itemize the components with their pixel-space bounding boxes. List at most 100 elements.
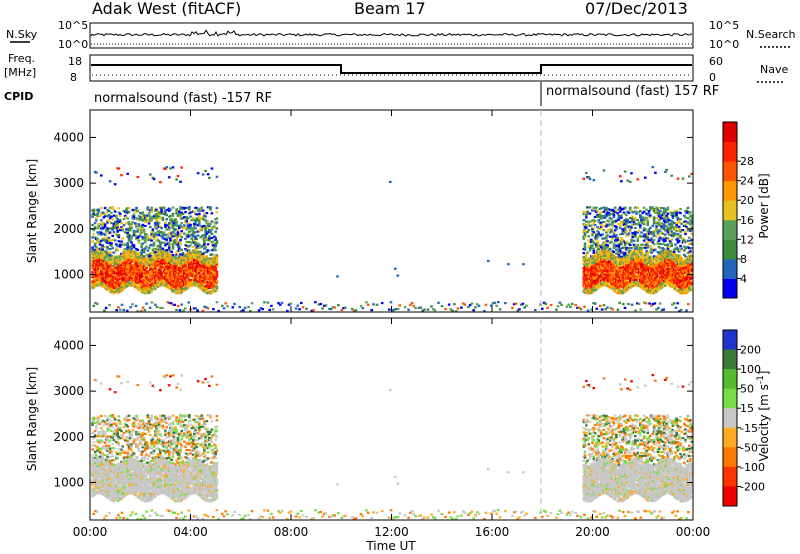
echo-cell xyxy=(671,284,675,287)
echo-cell xyxy=(215,261,219,264)
echo-cell xyxy=(617,247,621,250)
echo-cell xyxy=(196,230,200,233)
echo-cell xyxy=(180,230,183,233)
echo-cell xyxy=(149,215,152,218)
echo-cell xyxy=(92,229,96,232)
echo-cell xyxy=(497,301,500,304)
echo-cell xyxy=(167,246,171,249)
echo-cell xyxy=(205,284,209,287)
echo-cell xyxy=(125,209,128,213)
echo-cell xyxy=(666,275,670,278)
echo-cell xyxy=(116,244,119,248)
echo-cell xyxy=(588,220,592,223)
echo-cell xyxy=(203,243,206,246)
echo-cell xyxy=(671,253,675,256)
echo-cell xyxy=(625,263,628,267)
echo-cell xyxy=(171,243,175,246)
echo-cell xyxy=(131,253,135,256)
echo-cell xyxy=(676,177,680,180)
echo-cell xyxy=(676,247,680,250)
echo-cell xyxy=(661,232,665,235)
echo-cell xyxy=(198,214,201,217)
echo-cell xyxy=(155,279,158,282)
echo-cell xyxy=(410,302,414,305)
echo-cell xyxy=(620,241,623,244)
echo-cell xyxy=(107,209,111,213)
echo-cell xyxy=(160,212,163,215)
echo-cell xyxy=(615,244,618,247)
echo-cell xyxy=(618,272,622,275)
echo-cell xyxy=(631,234,634,237)
echo-cell xyxy=(100,219,103,222)
echo-cell xyxy=(662,225,666,228)
echo-cell xyxy=(612,287,616,290)
echo-cell xyxy=(666,258,670,261)
echo-cell xyxy=(240,310,243,313)
echo-cell xyxy=(112,214,116,217)
echo-cell xyxy=(132,215,136,218)
echo-cell xyxy=(587,229,591,232)
echo-cell xyxy=(662,207,666,210)
echo-cell xyxy=(628,229,632,232)
echo-cell xyxy=(602,169,606,172)
echo-cell xyxy=(586,231,589,234)
echo-cell xyxy=(630,258,633,261)
echo-cell xyxy=(112,231,116,234)
echo-cell xyxy=(194,231,197,234)
echo-cell xyxy=(147,212,151,215)
echo-cell xyxy=(634,265,637,269)
nsky-label: N.Sky xyxy=(6,28,38,41)
echo-cell xyxy=(93,283,97,286)
echo-cell xyxy=(583,248,587,251)
echo-cell xyxy=(610,228,613,231)
echo-cell xyxy=(93,244,97,247)
echo-cell xyxy=(103,206,107,210)
echo-cell xyxy=(684,264,687,267)
echo-cell xyxy=(666,260,670,263)
echo-cell xyxy=(103,213,107,216)
echo-cell xyxy=(690,222,694,225)
echo-cell xyxy=(646,278,650,281)
echo-cell xyxy=(521,302,525,305)
echo-cell xyxy=(670,242,673,245)
echo-cell xyxy=(620,208,623,211)
echo-cell xyxy=(154,226,157,229)
echo-cell xyxy=(113,227,117,230)
echo-cell xyxy=(686,259,690,262)
echo-cell xyxy=(116,260,119,263)
echo-cell xyxy=(210,220,214,223)
echo-cell xyxy=(611,223,614,226)
echo-cell xyxy=(690,282,694,285)
echo-cell xyxy=(618,239,622,242)
echo-cell xyxy=(136,310,140,313)
echo-cell xyxy=(205,306,208,309)
echo-cell xyxy=(676,241,680,244)
echo-cell xyxy=(644,228,647,231)
echo-cell xyxy=(647,230,651,233)
echo-cell xyxy=(155,227,158,230)
echo-cell xyxy=(146,206,150,209)
echo-cell xyxy=(359,305,363,308)
echo-cell xyxy=(171,245,175,248)
echo-cell xyxy=(183,216,186,219)
echo-cell xyxy=(93,222,97,225)
echo-cell xyxy=(112,279,116,282)
echo-cell xyxy=(176,231,180,234)
echo-cell xyxy=(215,239,219,243)
echo-cell xyxy=(617,214,621,217)
echo-cell xyxy=(213,235,216,238)
echo-cell xyxy=(639,226,642,229)
echo-cell xyxy=(204,236,207,239)
echo-cell xyxy=(110,215,113,218)
echo-cell xyxy=(301,306,305,309)
echo-cell xyxy=(618,288,622,291)
echo-cell xyxy=(170,250,173,253)
echo-cell xyxy=(115,264,118,267)
echo-cell xyxy=(611,225,614,228)
echo-cell xyxy=(375,303,379,306)
echo-cell xyxy=(198,220,201,224)
echo-cell xyxy=(110,258,113,261)
echo-cell xyxy=(97,239,101,242)
echo-cell xyxy=(194,267,197,271)
echo-cell xyxy=(117,282,121,285)
